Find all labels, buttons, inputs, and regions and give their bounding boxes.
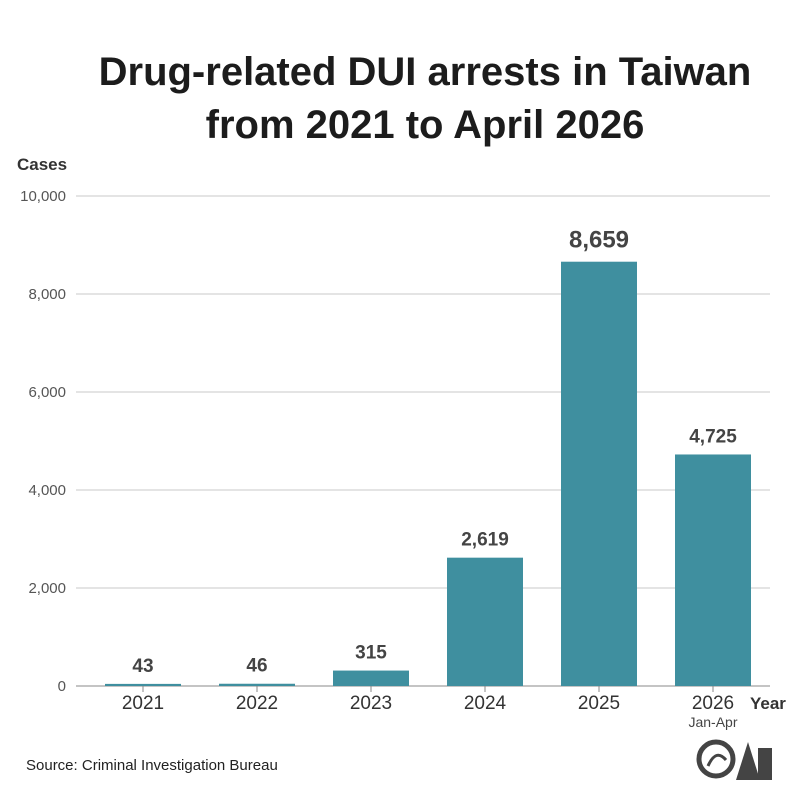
data-label: 2,619	[461, 530, 509, 551]
cna-logo-icon	[696, 739, 772, 780]
y-tick-label: 4,000	[28, 482, 66, 499]
y-tick-label: 10,000	[20, 188, 66, 205]
bars	[105, 261, 751, 686]
y-axis-title: Cases	[17, 155, 67, 174]
gridlines	[76, 195, 770, 687]
chart-title-line-2: from 2021 to April 2026	[206, 103, 645, 147]
x-tick-label: 2026	[692, 693, 734, 714]
y-tick-label: 0	[58, 678, 66, 695]
chart-title-line-1: Drug-related DUI arrests in Taiwan	[99, 50, 752, 94]
bar	[561, 261, 637, 686]
bar	[219, 683, 295, 686]
y-tick-label: 8,000	[28, 286, 66, 303]
x-tick-sublabel: Jan-Apr	[688, 714, 737, 730]
x-tick-label: 2022	[236, 693, 278, 714]
source-note: Source: Criminal Investigation Bureau	[26, 757, 278, 774]
y-tick-labels: 0 2,000 4,000 6,000 8,000 10,000	[20, 188, 66, 695]
x-tick-label: 2021	[122, 693, 164, 714]
data-label: 315	[355, 643, 387, 664]
bar	[675, 454, 751, 686]
x-tick-label: 2023	[350, 693, 392, 714]
data-label: 46	[246, 656, 267, 677]
x-tick-label: 2024	[464, 693, 507, 714]
data-label: 8,659	[569, 227, 629, 254]
bar	[105, 683, 181, 686]
x-axis-title: Year	[750, 694, 786, 713]
y-tick-label: 2,000	[28, 580, 66, 597]
bar	[333, 670, 409, 686]
y-tick-label: 6,000	[28, 384, 66, 401]
x-tick-label: 2025	[578, 693, 620, 714]
bar	[447, 557, 523, 686]
data-label: 43	[132, 656, 153, 677]
data-labels: 43 46 315 2,619 8,659 4,725	[132, 227, 737, 677]
data-label: 4,725	[689, 426, 737, 447]
